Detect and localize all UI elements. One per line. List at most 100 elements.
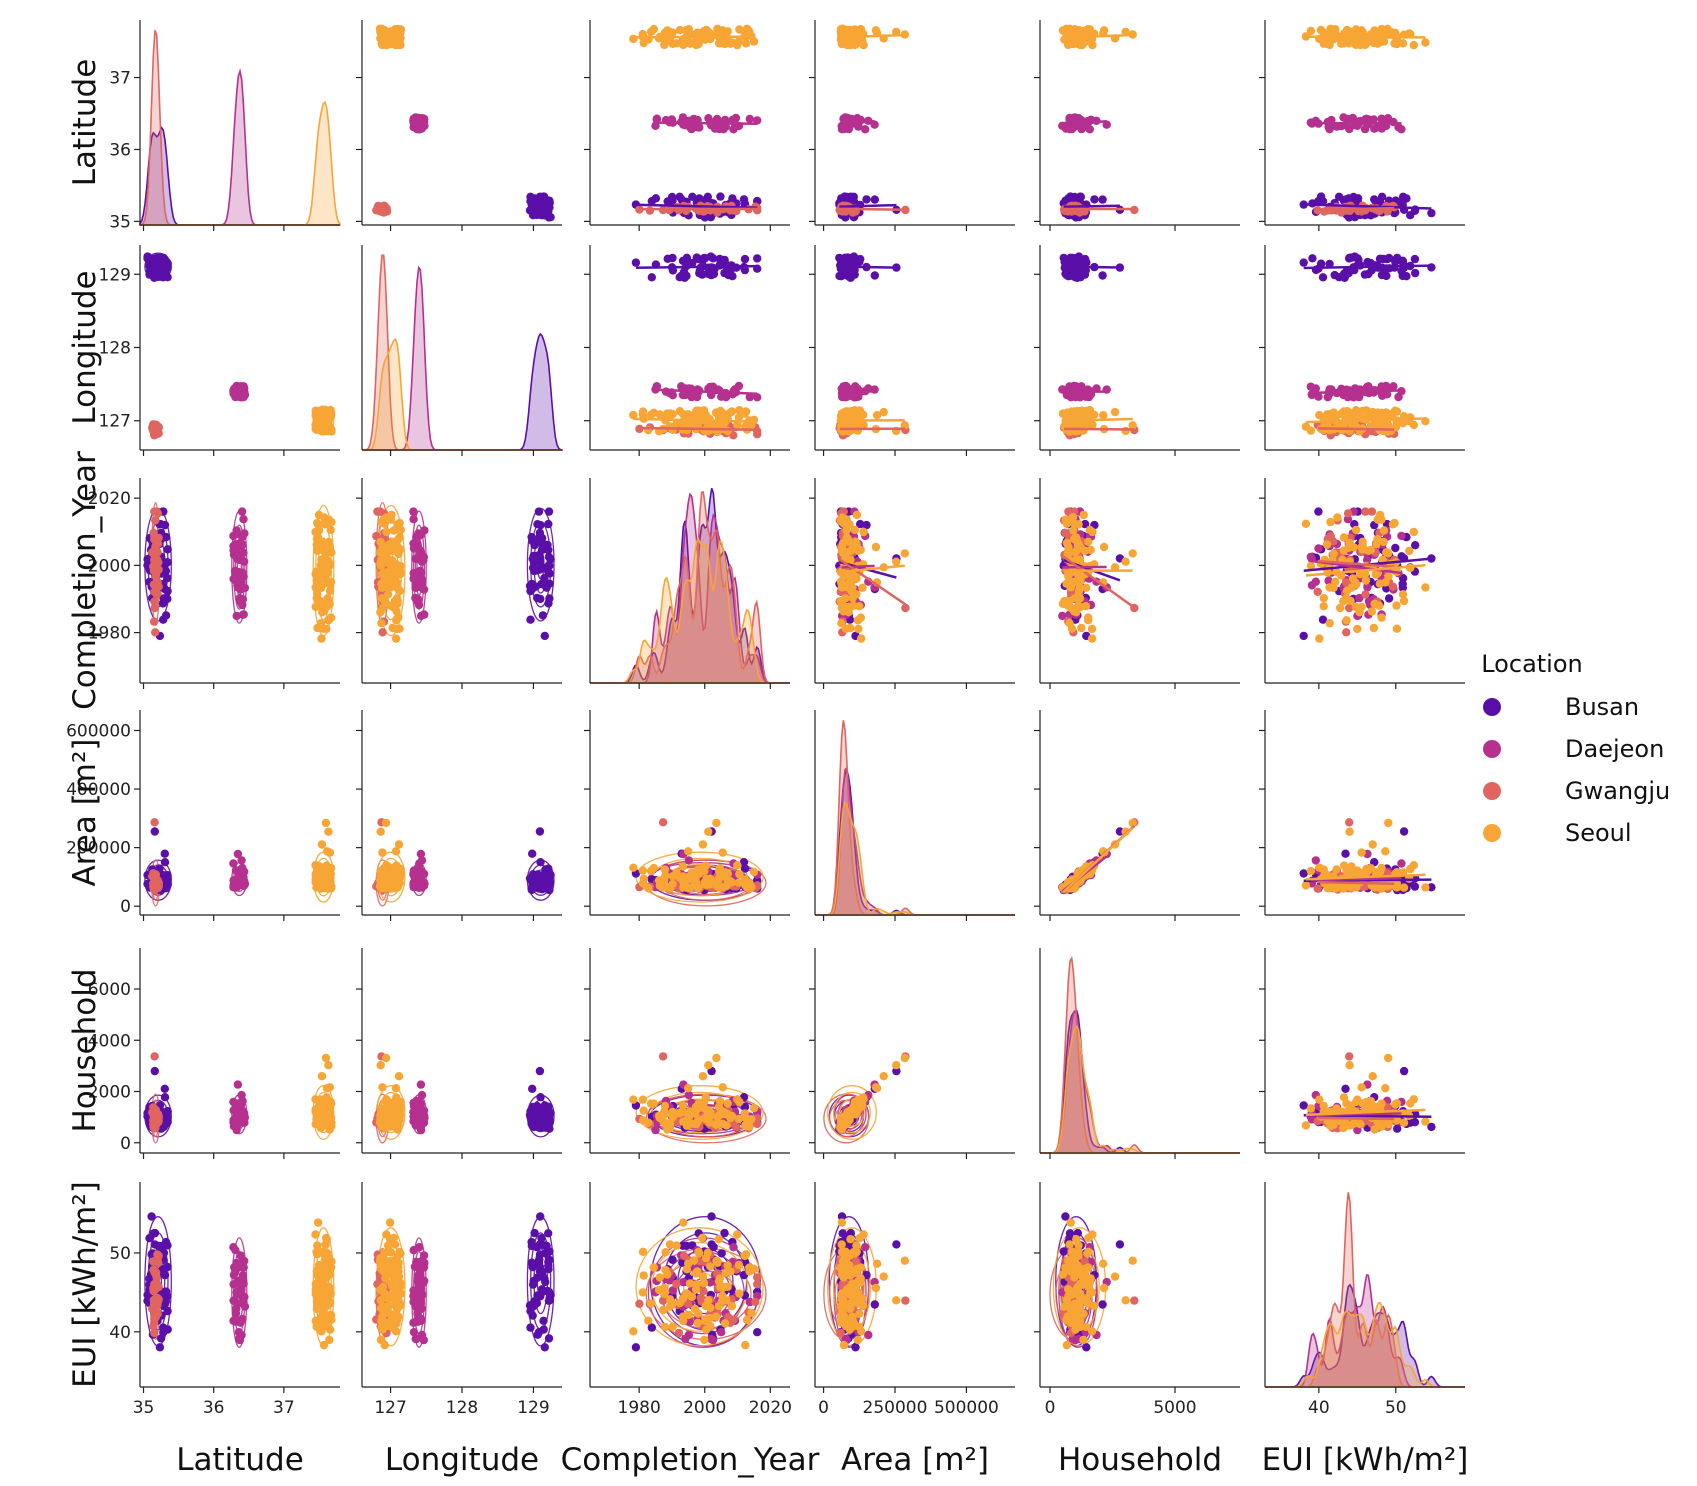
point-busan xyxy=(1098,195,1107,204)
point-seoul xyxy=(900,549,909,558)
point-daejeon xyxy=(409,507,418,516)
point-daejeon xyxy=(729,387,738,396)
point-seoul xyxy=(384,870,393,879)
point-seoul xyxy=(391,634,401,643)
point-seoul xyxy=(836,597,846,606)
point-seoul xyxy=(1322,540,1332,549)
point-seoul xyxy=(1390,39,1399,48)
point-gwangju xyxy=(376,507,385,516)
point-seoul xyxy=(1351,525,1361,535)
point-busan xyxy=(528,849,537,858)
point-daejeon xyxy=(419,610,429,619)
point-seoul xyxy=(311,570,320,579)
point-seoul xyxy=(394,613,403,622)
point-seoul xyxy=(395,39,404,48)
point-busan xyxy=(753,254,762,263)
point-seoul xyxy=(382,527,391,537)
point-seoul xyxy=(723,27,732,36)
point-seoul xyxy=(1339,597,1348,606)
point-gwangju xyxy=(153,581,162,591)
point-daejeon xyxy=(1084,392,1094,402)
point-seoul xyxy=(638,866,647,875)
point-busan xyxy=(706,213,715,222)
point-seoul xyxy=(1329,549,1338,559)
cell-year-area xyxy=(809,478,1015,689)
point-busan xyxy=(1098,271,1107,280)
y-tick-label: 0 xyxy=(120,897,131,917)
cell-lon-year xyxy=(584,245,790,456)
point-seoul xyxy=(1405,546,1414,556)
point-seoul xyxy=(638,879,648,888)
point-seoul xyxy=(313,533,323,542)
point-busan xyxy=(1314,507,1323,516)
point-daejeon xyxy=(708,382,718,391)
point-daejeon xyxy=(417,577,427,586)
regression-seoul xyxy=(840,33,905,39)
point-seoul xyxy=(1121,426,1130,436)
point-busan xyxy=(163,545,172,554)
point-seoul xyxy=(1326,517,1335,527)
point-seoul xyxy=(314,510,324,520)
cell-lat-year xyxy=(584,20,790,231)
point-daejeon xyxy=(687,392,696,402)
point-seoul xyxy=(1319,602,1328,611)
point-daejeon xyxy=(684,856,693,865)
point-busan xyxy=(527,532,536,542)
point-seoul xyxy=(655,881,664,890)
point-daejeon xyxy=(1066,392,1076,402)
regression-seoul xyxy=(379,35,401,39)
point-daejeon xyxy=(414,600,424,610)
point-busan xyxy=(680,257,689,267)
point-seoul xyxy=(629,863,638,872)
point-seoul xyxy=(1064,543,1073,552)
point-gwangju xyxy=(151,870,160,879)
point-seoul xyxy=(718,848,727,857)
point-seoul xyxy=(694,406,704,415)
point-seoul xyxy=(837,543,847,552)
point-seoul xyxy=(378,559,387,568)
point-seoul xyxy=(319,624,328,633)
point-busan xyxy=(1316,192,1326,201)
point-seoul xyxy=(841,624,850,633)
point-seoul xyxy=(1306,866,1316,876)
point-gwangju xyxy=(1313,884,1322,893)
point-busan xyxy=(541,207,550,216)
point-daejeon xyxy=(229,859,238,868)
point-seoul xyxy=(629,34,638,44)
point-seoul xyxy=(1085,525,1095,535)
point-seoul xyxy=(1073,545,1083,554)
cell-area-hh xyxy=(1034,710,1240,921)
point-seoul xyxy=(1384,572,1393,581)
point-seoul xyxy=(665,884,674,893)
point-seoul xyxy=(702,875,711,884)
point-seoul xyxy=(1351,31,1360,40)
point-busan xyxy=(532,566,542,575)
point-seoul xyxy=(749,37,759,46)
point-daejeon xyxy=(415,531,424,541)
point-seoul xyxy=(892,557,901,566)
point-seoul xyxy=(381,884,390,893)
cell-lon-hh xyxy=(1034,245,1240,456)
point-seoul xyxy=(1421,38,1430,47)
point-busan xyxy=(1341,271,1350,280)
point-gwangju xyxy=(901,603,910,613)
point-gwangju xyxy=(1313,587,1322,596)
point-seoul xyxy=(1081,602,1091,611)
point-daejeon xyxy=(235,382,245,391)
point-seoul xyxy=(1322,39,1332,49)
point-daejeon xyxy=(235,552,245,562)
point-seoul xyxy=(849,39,859,49)
point-busan xyxy=(544,507,554,516)
point-gwangju xyxy=(901,205,910,215)
point-daejeon xyxy=(1397,859,1406,868)
point-gwangju xyxy=(149,617,159,626)
point-busan xyxy=(740,254,750,264)
point-seoul xyxy=(854,546,863,555)
point-busan xyxy=(143,252,152,261)
point-busan xyxy=(528,195,537,204)
point-daejeon xyxy=(409,882,418,892)
point-seoul xyxy=(1391,406,1400,415)
point-seoul xyxy=(1349,543,1359,552)
